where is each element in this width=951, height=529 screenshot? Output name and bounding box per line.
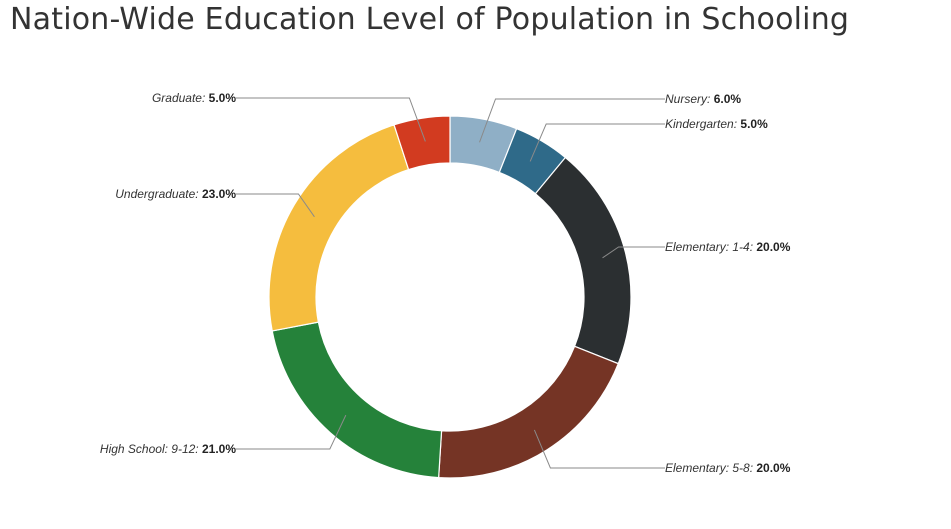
slice-elementary-1-4[interactable]: [534, 156, 632, 365]
leader-lines: [236, 97, 665, 469]
slice-label-undergraduate: Undergraduate: 23.0%: [115, 187, 236, 201]
slice-graduate[interactable]: [393, 115, 451, 171]
slice-undergraduate[interactable]: [268, 124, 410, 332]
slice-elementary-5-8[interactable]: [437, 345, 620, 479]
leader-line-undergraduate: [236, 193, 315, 218]
slice-label-category: Elementary: 1-4:: [665, 240, 756, 254]
slice-label-value: 6.0%: [714, 92, 742, 106]
donut-slices: [268, 115, 632, 479]
slice-label-value: 5.0%: [209, 91, 237, 105]
leader-line-nursery: [479, 98, 665, 143]
leader-line-elementary-5-8: [533, 429, 665, 469]
slice-label-category: Nursery:: [665, 92, 714, 106]
slice-label-category: High School: 9-12:: [100, 442, 202, 456]
slice-label-value: 21.0%: [202, 442, 236, 456]
slice-label-value: 23.0%: [202, 187, 236, 201]
slice-label-graduate: Graduate: 5.0%: [152, 91, 236, 105]
leader-line-graduate: [236, 97, 426, 142]
slice-label-value: 20.0%: [756, 240, 790, 254]
leader-line-elementary-1-4: [602, 246, 665, 259]
chart-title: Nation-Wide Education Level of Populatio…: [10, 2, 850, 37]
slice-labels: Nursery: 6.0% Kindergarten: 5.0% Elementar…: [100, 91, 791, 475]
slice-label-category: Kindergarten:: [665, 117, 740, 131]
slice-label-category: Graduate:: [152, 91, 209, 105]
slice-label-category: Elementary: 5-8:: [665, 461, 756, 475]
slice-label-elementary-1-4: Elementary: 1-4: 20.0%: [665, 240, 791, 254]
slice-label-kindergarten: Kindergarten: 5.0%: [665, 117, 768, 131]
leader-line-kindergarten: [529, 123, 665, 162]
slice-label-elementary-5-8: Elementary: 5-8: 20.0%: [665, 461, 791, 475]
slice-label-category: Undergraduate:: [115, 187, 202, 201]
slice-high-school-9-12[interactable]: [271, 321, 443, 479]
slice-label-value: 5.0%: [740, 117, 768, 131]
slice-label-nursery: Nursery: 6.0%: [665, 92, 741, 106]
leader-line-high-school-9-12: [236, 414, 347, 450]
slice-label-value: 20.0%: [756, 461, 790, 475]
slice-label-high-school-9-12: High School: 9-12: 21.0%: [100, 442, 236, 456]
